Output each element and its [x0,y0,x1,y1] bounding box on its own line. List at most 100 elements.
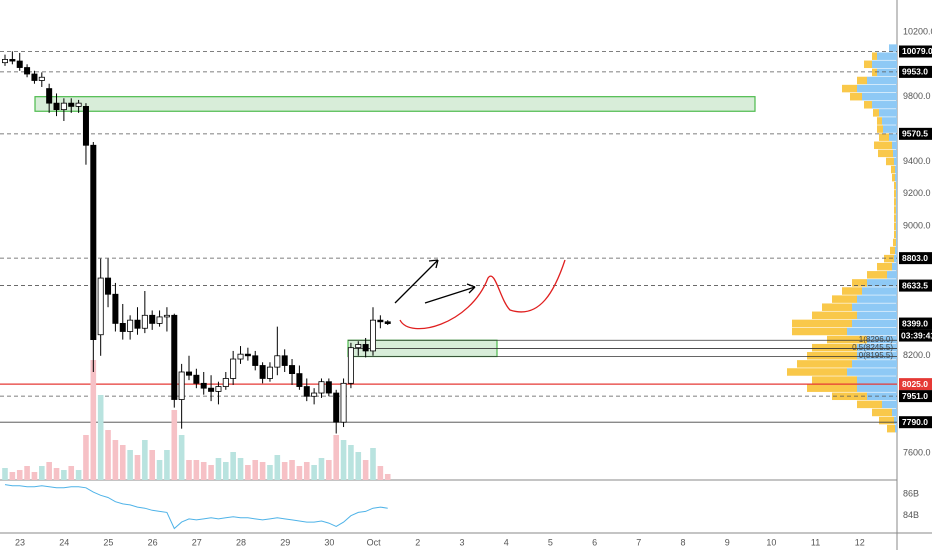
profile-sell [894,206,896,214]
profile-sell [827,335,867,344]
indicator-tick-label: 86B [903,489,919,499]
profile-sell [894,190,896,198]
volume-bar [281,462,288,480]
profile-buy [879,109,897,117]
profile-buy [896,230,897,239]
volume-bar [2,468,8,480]
candle-body [163,314,170,318]
candle-body [31,73,38,81]
volume-bar [164,450,170,480]
x-tick-label: 25 [103,537,113,547]
volume-bar [31,472,38,480]
candle-body [127,319,134,332]
y-tick-label: 9800.0 [903,91,931,101]
profile-buy [896,214,897,222]
volume-bar [53,468,60,480]
profile-buy [852,319,897,328]
candle-body [24,67,31,75]
volume-bar [105,430,111,480]
profile-buy [857,352,897,360]
volume-bar [75,470,82,480]
profile-sell [877,262,892,271]
profile-buy [847,368,897,376]
volume-bar [9,472,16,480]
level-label-box [899,45,932,58]
profile-sell [890,246,895,255]
profile-buy [857,84,897,93]
profile-buy [895,173,897,182]
profile-buy [867,76,897,85]
profile-sell [867,271,887,279]
profile-sell [877,125,883,133]
volume-bar [46,462,52,480]
candle-body [384,321,391,324]
volume-bar [178,435,185,480]
level-label-box [899,416,932,429]
y-tick-label: 10200.0 [903,26,932,36]
candle-body [347,347,354,384]
volume-bar [326,460,332,480]
profile-sell [878,149,893,158]
candle-body [222,378,229,387]
candle-body [333,392,340,423]
candle-body [178,371,185,400]
candle-body [141,314,148,329]
x-tick-label: 9 [725,537,730,547]
profile-buy [896,238,897,247]
profile-buy [872,101,897,109]
candle-body [60,102,67,111]
candle-body [377,319,384,323]
candle-body [237,353,244,360]
volume-bar [274,455,281,480]
volume-bar [237,458,244,480]
profile-sell [884,254,894,263]
profile-buy [882,117,897,125]
profile-buy [862,287,897,295]
profile-sell [850,92,862,101]
volume-bar [289,460,295,480]
profile-buy [892,141,897,150]
candle-body [289,365,296,375]
x-tick-label: 24 [59,537,69,547]
profile-buy [877,68,897,77]
volume-bar [208,465,214,480]
profile-buy [896,206,897,214]
profile-sell [894,198,896,206]
profile-sell [874,141,892,150]
profile-buy [887,271,897,279]
fib-label: 0(8195.5) [859,351,894,360]
volume-bar [370,448,376,480]
profile-buy [857,295,897,303]
y-tick-label: 8200.0 [903,350,931,360]
volume-bar [355,452,362,480]
fib-label: 0.5(8245.5) [852,343,893,352]
volume-bar [142,440,148,480]
profile-buy [896,181,897,190]
profile-sell [797,360,852,368]
candle-body [105,277,112,295]
profile-sell [792,327,847,336]
profile-sell [792,319,852,328]
profile-sell [879,133,889,141]
profile-sell [879,416,894,425]
profile-sell [787,368,847,376]
profile-buy [877,52,897,60]
countdown-box [899,329,932,342]
candle-body [112,293,119,324]
profile-buy [896,190,897,198]
candle-body [325,381,332,394]
candle-body [185,371,192,376]
profile-buy [892,262,897,271]
level-label: 10079.0 [902,46,932,56]
volume-bar [193,460,200,480]
countdown: 03:39:41 [901,330,932,340]
candle-body [362,344,369,352]
candle-body [68,102,75,107]
candle-body [200,382,207,389]
y-tick-label: 9400.0 [903,156,931,166]
profile-buy [872,60,897,69]
level-label: 8633.5 [902,280,928,290]
profile-buy [893,149,897,158]
x-tick-label: 4 [504,537,509,547]
